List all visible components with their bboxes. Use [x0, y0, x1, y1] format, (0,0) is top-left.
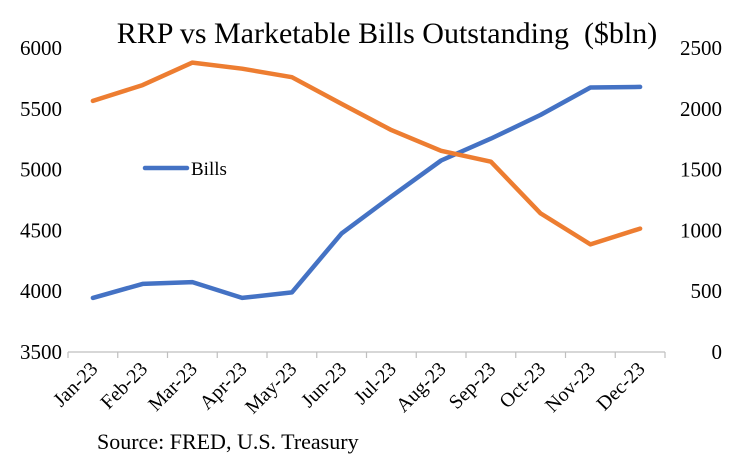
right-tick-label: 1000 [680, 218, 722, 242]
right-tick-label: 0 [712, 340, 723, 364]
source-note: Source: FRED, U.S. Treasury [97, 429, 359, 454]
x-tick-label: Mar-23 [144, 358, 202, 416]
right-tick-label: 2500 [680, 36, 722, 60]
left-tick-label: 4500 [20, 218, 62, 242]
x-tick-label: Sep-23 [445, 358, 501, 414]
x-tick-label: May-23 [241, 358, 301, 418]
legend-label-bills: Bills [191, 159, 227, 180]
x-tick-label: Oct-23 [495, 358, 550, 413]
x-tick-label: Jan-23 [49, 358, 102, 411]
left-tick-label: 4000 [20, 279, 62, 303]
left-axis-ticks: 3500 4000 4500 5000 5500 6000 [20, 36, 62, 364]
right-tick-label: 1500 [680, 158, 722, 182]
left-tick-label: 6000 [20, 36, 62, 60]
series-line-rrp [90, 60, 643, 247]
x-axis-ticks: Jan-23Feb-23Mar-23Apr-23May-23Jun-23Jul-… [49, 352, 666, 418]
series-layer [90, 60, 643, 301]
series-line-bills [90, 84, 643, 301]
left-tick-label: 3500 [20, 340, 62, 364]
x-tick-label: Aug-23 [392, 358, 451, 417]
right-tick-label: 500 [691, 279, 723, 303]
left-tick-label: 5500 [20, 97, 62, 121]
right-tick-label: 2000 [680, 97, 722, 121]
x-tick-label: Jun-23 [297, 358, 351, 412]
chart-title: RRP vs Marketable Bills Outstanding ($bl… [117, 17, 658, 50]
x-tick-label: Feb-23 [97, 358, 153, 414]
x-tick-label: Nov-23 [541, 358, 600, 417]
x-tick-label: Dec-23 [592, 358, 649, 415]
legend: Bills [142, 159, 227, 180]
right-axis-ticks: 0 500 1000 1500 2000 2500 [680, 36, 722, 364]
left-tick-label: 5000 [20, 158, 62, 182]
